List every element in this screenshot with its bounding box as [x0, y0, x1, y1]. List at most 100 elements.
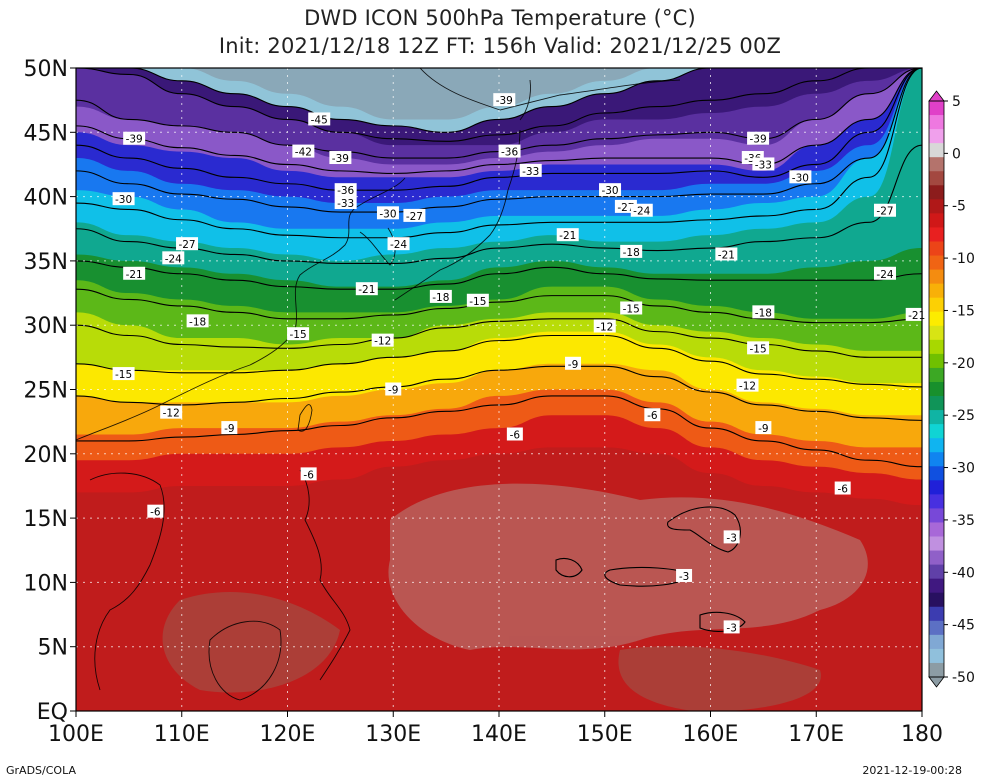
contour-label: -12: [736, 378, 759, 393]
contour-label: -18: [752, 305, 775, 319]
contour-label-text: -21: [559, 230, 576, 242]
contour-label-bg: [376, 206, 399, 220]
colorbar-cell: [929, 269, 944, 285]
contour-label: -15: [620, 301, 643, 315]
contour-label-text: -12: [374, 336, 391, 348]
contour-label: -6: [834, 481, 851, 496]
isotherm-contour: [76, 68, 922, 133]
contour-label-bg: [755, 421, 772, 435]
contour-label: -21: [355, 282, 378, 296]
contour-label-text: -21: [126, 269, 143, 281]
contour-label-text: -30: [379, 208, 396, 220]
colorbar-cell: [929, 536, 944, 552]
colorbar-cell: [929, 227, 944, 242]
colorbar-cell: [929, 662, 944, 678]
contour-label-text: -42: [295, 147, 312, 159]
contour-label-bg: [123, 266, 146, 280]
contour-label: -21: [715, 247, 738, 261]
contour-label-bg: [676, 568, 693, 582]
contour-label-text: -33: [755, 159, 772, 171]
contour-label-text: -27: [406, 211, 423, 223]
coastline-sakhalin: [519, 79, 531, 121]
contour-label-text: -18: [755, 307, 772, 319]
contour-label-bg: [789, 170, 812, 184]
contour-label: -15: [287, 327, 310, 341]
colorbar-cell: [929, 199, 944, 214]
isotherm-contour: [76, 288, 922, 324]
contour-label: -30: [599, 183, 622, 197]
lon-label: 100E: [48, 722, 104, 747]
contour-label-text: -12: [163, 408, 180, 420]
contour-label: -18: [186, 314, 209, 328]
contour-label-text: -21: [358, 284, 375, 296]
colorbar-label: 0: [952, 146, 961, 162]
contour-label-bg: [752, 305, 775, 319]
contour-label: -24: [387, 237, 410, 251]
contour-label: -9: [565, 356, 582, 371]
contour-label: -24: [630, 203, 653, 218]
tropical-contours: [555, 506, 746, 632]
contour-label-text: -15: [750, 343, 767, 355]
contour-label-text: -36: [501, 147, 518, 159]
isotherm-contour: [76, 68, 922, 142]
colorbar-cell: [929, 564, 944, 580]
colorbar-cell: [929, 255, 944, 271]
contour-label: -45: [308, 112, 331, 126]
contour-label-bg: [565, 356, 582, 370]
contour-label-text: -3: [679, 571, 689, 583]
lat-label: EQ: [37, 700, 68, 725]
contour-label-bg: [715, 247, 738, 261]
contour-label-text: -24: [876, 269, 893, 281]
contour-label-text: -6: [303, 469, 314, 481]
colorbar-label: -35: [952, 513, 975, 529]
contour-label: -9: [221, 421, 238, 435]
timestamp-credit: 2021-12-19-00:28: [862, 764, 962, 777]
colorbar-cell: [929, 466, 944, 481]
colorbar-cell: [929, 297, 944, 313]
contour-label-bg: [556, 228, 579, 242]
contour-label-text: -6: [647, 410, 658, 422]
contour-label-bg: [334, 183, 357, 197]
contour-label-text: -36: [337, 185, 354, 197]
contour-label-bg: [498, 144, 521, 158]
colorbar-cell: [929, 213, 944, 228]
colorbar-cell: [929, 143, 944, 158]
colorbar-cell: [929, 283, 944, 299]
isotherm-contour: [76, 68, 922, 191]
contour-label: -15: [747, 341, 770, 355]
chart-subtitle: Init: 2021/12/18 12Z FT: 156h Valid: 202…: [218, 34, 782, 58]
contour-label-bg: [385, 382, 402, 396]
colorbar-cell: [929, 620, 944, 636]
contour-label: -33: [334, 196, 357, 210]
lon-label: 140E: [471, 722, 527, 747]
isotherm-contour: [76, 334, 922, 388]
colorbar-cell: [929, 494, 944, 509]
coastline-taiwan: [297, 404, 313, 432]
contour-label-text: -30: [601, 185, 618, 197]
lon-label: 150E: [577, 722, 633, 747]
colorbar-cell: [929, 480, 944, 495]
lat-label: 5N: [38, 636, 68, 661]
contour-label: -6: [506, 427, 523, 442]
contour-label-bg: [162, 251, 185, 265]
contour-label-text: -15: [289, 329, 306, 341]
contour-label-bg: [723, 620, 740, 634]
contour-label: -3: [676, 568, 693, 583]
coastline-philippines: [299, 469, 351, 681]
isotherm-contour: [76, 68, 922, 175]
chart-title: DWD ICON 500hPa Temperature (°C): [304, 6, 696, 30]
contour-label-text: -39: [750, 134, 767, 146]
contour-label: -39: [493, 93, 516, 107]
lon-label: 160E: [683, 722, 739, 747]
coastline-japan: [394, 129, 521, 301]
contour-label: -39: [329, 151, 352, 165]
colorbar-label: -5: [952, 199, 966, 215]
contour-label-bg: [308, 112, 331, 126]
lat-label: 10N: [24, 571, 68, 596]
lat-label: 50N: [24, 57, 68, 82]
coastlines: [76, 68, 681, 701]
contour-label-bg: [429, 289, 452, 303]
contour-label: -18: [620, 244, 643, 259]
contour-label-text: -39: [496, 95, 513, 107]
